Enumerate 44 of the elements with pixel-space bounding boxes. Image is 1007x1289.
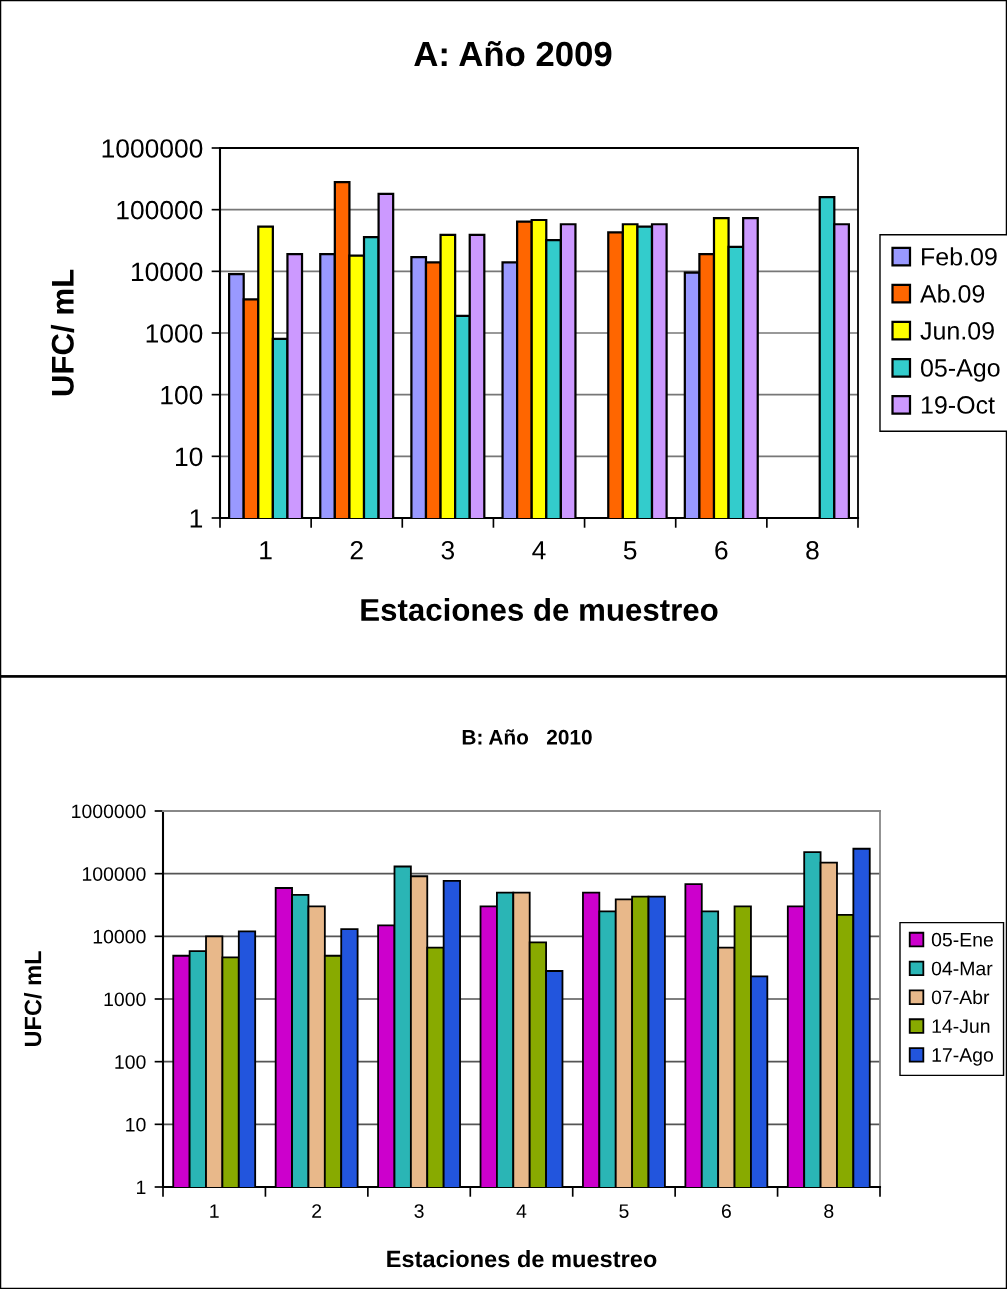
y-tick-label: 100 [161,385,203,405]
y-tick-label: 10000 [93,929,146,944]
legend-label: 17-Ago [932,1048,993,1066]
y-tick-label: 100000 [117,200,203,220]
legend-label: Feb.09 [922,247,997,266]
y-tick-label: 1000000 [102,139,203,158]
legend-label: 04-Mar [931,961,993,976]
y-tick-label: 100 [115,1055,146,1069]
x-tick-label: 1 [260,541,272,560]
y-tick-label: 10 [126,1117,146,1132]
y-axis-title: UFC/ mL [50,269,75,396]
y-tick-label: 10 [176,447,203,467]
y-tick-label: 1000 [146,324,203,343]
x-tick-label: 1 [210,1204,219,1218]
legend-label: 05-Ene [931,932,993,947]
x-tick-label: 3 [414,1204,424,1218]
x-axis-title: Estaciones de muestreo [387,1250,657,1268]
x-axis-title: Estaciones de muestreo [361,598,718,621]
x-tick-label: 5 [623,541,637,560]
x-tick-label: 8 [824,1204,834,1218]
x-tick-label: 3 [441,540,455,560]
y-tick-label: 100000 [82,867,146,881]
y-tick-label: 1000000 [72,804,146,819]
x-tick-label: 2 [350,540,363,560]
legend-label: Ab.09 [920,284,985,303]
x-tick-label: 4 [532,541,546,560]
legend-label: Jun.09 [920,322,994,340]
chart-title: A: Año 2009 [414,40,612,67]
y-tick-label: 1000 [104,992,146,1007]
legend-label: 19-Oct [921,396,995,414]
y-tick-label: 10000 [131,262,203,282]
x-tick-label: 8 [806,540,819,560]
x-tick-label: 6 [715,540,728,560]
x-tick-label: 4 [516,1204,527,1218]
y-tick-label: 1 [137,1180,146,1195]
chart-title: B: Año 2010 [462,729,592,745]
y-axis-title: UFC/ mL [23,951,42,1047]
legend-label: 07-Abr [931,989,990,1005]
x-tick-label: 2 [312,1204,322,1218]
legend-label: 14-Jun [932,1019,990,1034]
y-tick-label: 1 [190,509,203,528]
x-tick-label: 5 [619,1204,629,1218]
legend-label: 05-Ago [920,359,1000,382]
x-tick-label: 6 [721,1204,731,1218]
